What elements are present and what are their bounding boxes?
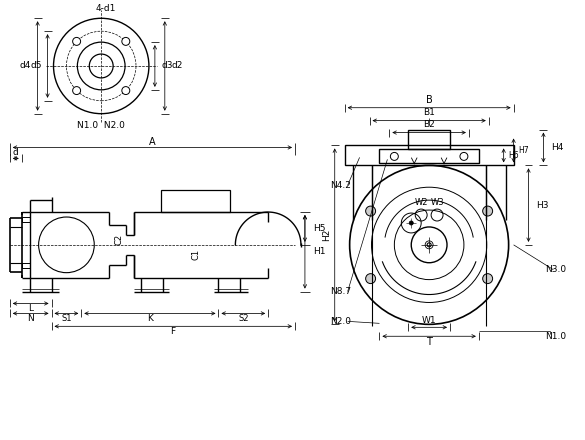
Text: d: d — [13, 148, 19, 157]
Circle shape — [427, 243, 431, 247]
Text: B2: B2 — [424, 120, 435, 129]
Text: S2: S2 — [238, 314, 249, 323]
Text: H3: H3 — [536, 201, 549, 209]
Text: H6: H6 — [508, 151, 519, 160]
Text: H5: H5 — [313, 224, 325, 234]
Text: B1: B1 — [423, 108, 435, 117]
Bar — [22, 263, 30, 268]
Text: d3: d3 — [162, 62, 173, 70]
Text: T: T — [426, 337, 432, 347]
Circle shape — [122, 37, 130, 45]
Text: N1.0: N1.0 — [545, 332, 566, 341]
Circle shape — [390, 152, 398, 160]
Text: d5: d5 — [30, 62, 42, 70]
Text: N: N — [27, 314, 34, 323]
Text: W1: W1 — [422, 316, 436, 325]
Text: L: L — [28, 304, 33, 313]
Circle shape — [73, 87, 81, 95]
Text: d4: d4 — [19, 62, 30, 70]
Text: S1: S1 — [61, 314, 72, 323]
Circle shape — [73, 37, 81, 45]
Circle shape — [483, 274, 493, 284]
Bar — [380, 150, 479, 163]
Circle shape — [122, 87, 130, 95]
Text: H2: H2 — [322, 229, 331, 241]
Text: N1.0  N2.0: N1.0 N2.0 — [77, 121, 125, 130]
Text: H7: H7 — [518, 146, 529, 155]
Bar — [345, 146, 514, 165]
Text: H1: H1 — [313, 247, 325, 256]
Text: C1: C1 — [191, 249, 200, 260]
Text: N3.0: N3.0 — [545, 265, 566, 274]
Text: K: K — [147, 314, 153, 323]
Circle shape — [366, 206, 376, 216]
Text: W3: W3 — [431, 198, 444, 207]
Text: F: F — [170, 327, 176, 336]
Text: H4: H4 — [551, 143, 564, 152]
Circle shape — [366, 274, 376, 284]
Text: N2.0: N2.0 — [330, 317, 351, 326]
Text: W2: W2 — [414, 198, 428, 207]
Circle shape — [460, 152, 468, 160]
Text: C2: C2 — [115, 235, 123, 246]
Text: N8.7: N8.7 — [330, 287, 351, 296]
Text: d2: d2 — [172, 62, 183, 70]
Circle shape — [483, 206, 493, 216]
Circle shape — [410, 221, 413, 225]
Bar — [22, 217, 30, 222]
Text: 4-d1: 4-d1 — [96, 4, 116, 13]
Bar — [408, 129, 450, 150]
Text: A: A — [149, 137, 155, 147]
Text: N4.2: N4.2 — [330, 181, 350, 190]
Text: B: B — [426, 95, 432, 105]
Bar — [161, 190, 230, 212]
